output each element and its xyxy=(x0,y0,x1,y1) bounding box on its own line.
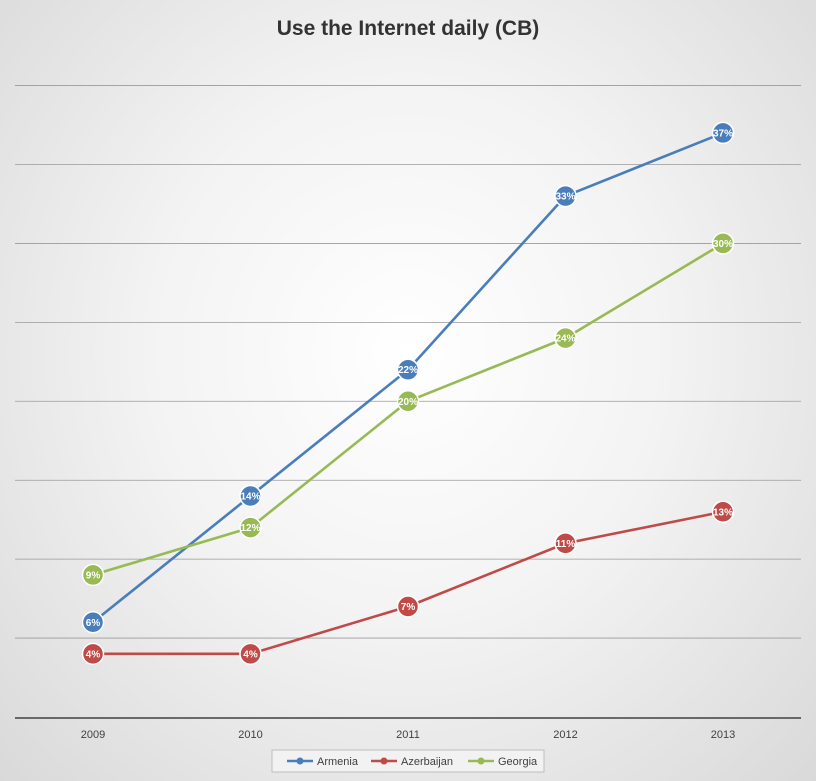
data-point xyxy=(239,642,262,666)
data-point xyxy=(81,611,105,634)
x-tick-labels: 2009 2010 2011 2012 2013 xyxy=(81,729,735,741)
legend-marker xyxy=(296,757,304,765)
data-point xyxy=(81,563,105,587)
legend-box xyxy=(271,749,545,773)
x-tick-label: 2010 xyxy=(238,729,262,741)
data-label: 24% xyxy=(555,334,575,345)
legend-label: Armenia xyxy=(317,756,359,768)
data-label: 14% xyxy=(240,492,260,503)
data-label: 22% xyxy=(398,365,418,376)
data-label: 7% xyxy=(401,602,416,613)
data-point xyxy=(396,595,420,618)
data-label: 30% xyxy=(713,239,733,250)
data-point xyxy=(239,484,262,508)
data-label: 12% xyxy=(240,523,260,534)
data-point xyxy=(554,532,577,555)
x-tick-label: 2013 xyxy=(711,729,735,741)
data-point xyxy=(81,642,105,666)
data-label: 11% xyxy=(556,539,576,550)
x-tick-label: 2012 xyxy=(553,729,577,741)
data-label: 4% xyxy=(243,649,258,660)
data-label: 13% xyxy=(713,507,733,518)
data-point xyxy=(711,121,735,145)
data-point xyxy=(554,326,577,350)
legend-marker xyxy=(380,757,388,765)
legend-marker xyxy=(477,757,485,765)
data-label: 33% xyxy=(555,192,575,203)
series-group: 6% 14% 22% 33% 37% 4% 4% 7% 11% 13% 9% 12% 20% 24% 30% xyxy=(81,121,735,666)
legend: Armenia Azerbaijan Georgia xyxy=(271,749,545,773)
data-point xyxy=(711,500,735,524)
data-point xyxy=(711,232,735,255)
data-label: 20% xyxy=(398,397,418,408)
data-point xyxy=(554,184,577,208)
data-point xyxy=(396,390,420,413)
legend-label: Azerbaijan xyxy=(401,756,453,768)
x-tick-label: 2009 xyxy=(81,729,105,741)
chart-title: Use the Internet daily (CB) xyxy=(277,17,540,40)
data-point xyxy=(239,516,262,539)
data-label: 4% xyxy=(86,649,101,660)
data-label: 37% xyxy=(713,128,733,139)
legend-label: Georgia xyxy=(498,756,538,768)
x-tick-label: 2011 xyxy=(396,729,420,741)
data-label: 6% xyxy=(86,618,101,629)
data-point xyxy=(396,358,420,381)
series-line xyxy=(93,510,724,656)
data-label: 9% xyxy=(86,570,101,581)
